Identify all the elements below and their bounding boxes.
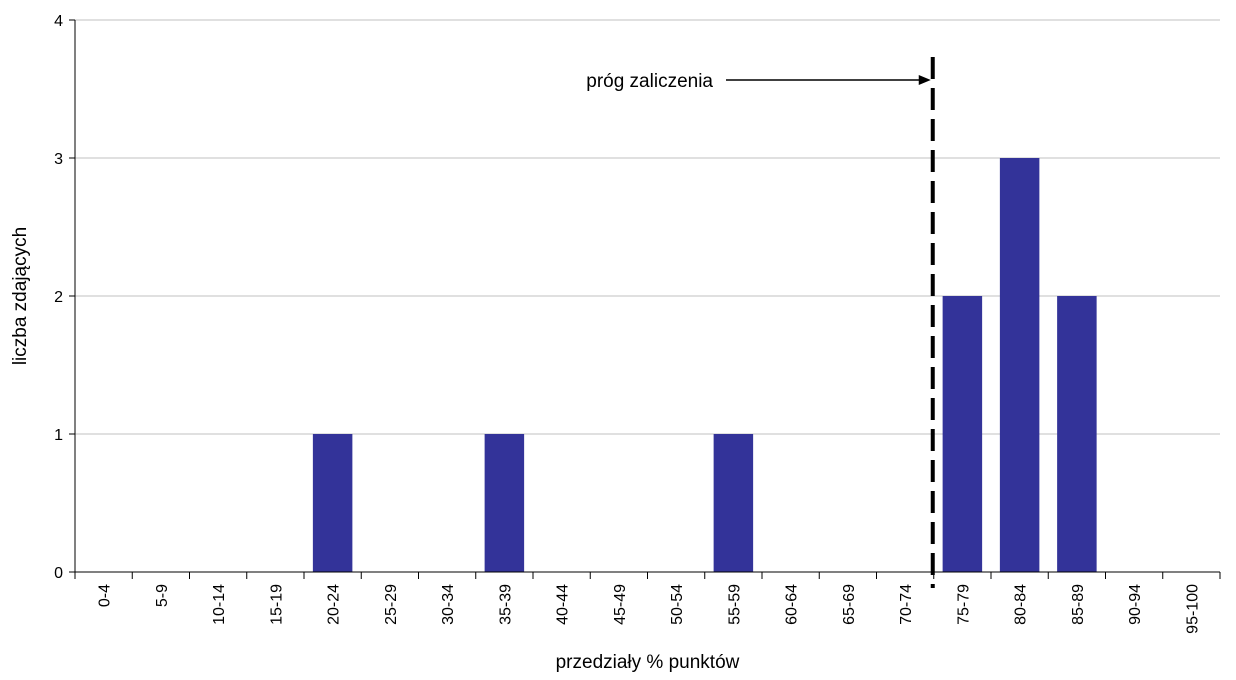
x-tick-label: 5-9	[154, 584, 171, 607]
y-tick-label: 0	[54, 565, 63, 582]
x-tick-label: 35-39	[497, 584, 514, 625]
x-tick-label: 25-29	[383, 584, 400, 625]
y-tick-label: 2	[54, 289, 63, 306]
x-tick-label: 75-79	[955, 584, 972, 625]
x-tick-label: 15-19	[268, 584, 285, 625]
x-tick-label: 45-49	[612, 584, 629, 625]
x-tick-label: 50-54	[669, 584, 686, 625]
x-tick-label: 30-34	[440, 584, 457, 625]
threshold-marker: próg zaliczenia	[586, 57, 935, 588]
x-tick-label: 55-59	[726, 584, 743, 625]
bar-55-59	[713, 434, 754, 572]
y-axis-title: liczba zdających	[10, 227, 31, 365]
bars	[312, 158, 1097, 572]
bar-85-89	[1057, 296, 1097, 572]
threshold-arrow-head	[918, 75, 931, 85]
x-tick-label: 10-14	[211, 584, 228, 625]
y-tick-label: 3	[54, 151, 63, 168]
x-tick-label: 80-84	[1013, 584, 1030, 625]
x-axis-title: przedziały % punktów	[556, 652, 740, 673]
x-tick-labels: 0-4 5-9 10-14 15-19 20-24 25-29 30-34 35-39 40-4…	[74, 572, 1221, 634]
x-tick-label: 20-24	[326, 584, 343, 625]
x-tick-label: 0-4	[97, 584, 114, 607]
bar-80-84	[999, 158, 1040, 572]
bar-20-24	[312, 434, 353, 572]
x-tick-label: 40-44	[555, 584, 572, 625]
bar-35-39	[484, 434, 525, 572]
bar-75-79	[942, 296, 983, 572]
x-tick-label: 65-69	[841, 584, 858, 625]
x-tick-label: 60-64	[784, 584, 801, 625]
x-tick-label: 85-89	[1070, 584, 1087, 625]
x-tick-label: 70-74	[898, 584, 915, 625]
x-tick-label: 95-100	[1184, 584, 1201, 634]
y-tick-label: 1	[54, 427, 63, 444]
y-tick-labels: 0 1 2 3 4	[54, 13, 75, 582]
threshold-label: próg zaliczenia	[586, 71, 713, 92]
x-tick-label: 90-94	[1127, 584, 1144, 625]
y-tick-label: 4	[54, 13, 63, 30]
